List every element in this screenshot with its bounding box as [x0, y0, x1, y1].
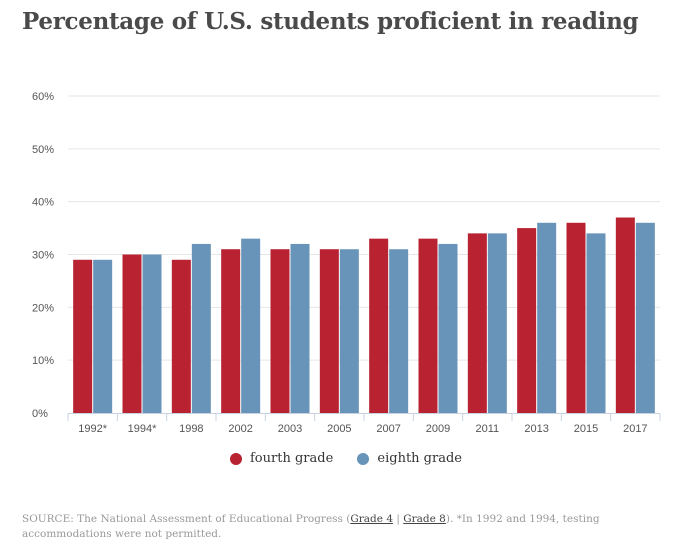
y-tick-label: 50% [32, 144, 54, 156]
bar-fourth-grade [566, 222, 586, 413]
y-tick-label: 20% [32, 302, 54, 314]
grade-8-link[interactable]: Grade 8 [403, 513, 446, 525]
x-tick-label: 2003 [278, 423, 302, 435]
x-tick-label: 2009 [426, 423, 450, 435]
bar-fourth-grade [615, 217, 635, 413]
x-tick-label: 2011 [476, 423, 500, 435]
bar-fourth-grade [467, 233, 487, 413]
legend-label: fourth grade [250, 451, 334, 466]
bar-fourth-grade [319, 249, 339, 413]
source-prefix: SOURCE: The National Assessment of Educa… [22, 513, 351, 525]
chart-title: Percentage of U.S. students proficient i… [22, 8, 639, 35]
bar-fourth-grade [221, 249, 241, 413]
bar-eighth-grade [339, 249, 359, 413]
bar-eighth-grade [635, 222, 655, 413]
bar-eighth-grade [389, 249, 409, 413]
source-separator: | [393, 513, 404, 525]
bar-fourth-grade [369, 238, 389, 413]
y-tick-label: 40% [32, 197, 54, 209]
legend: fourth grade eighth grade [0, 451, 692, 469]
x-tick-label: 1998 [179, 423, 203, 435]
bar-fourth-grade [270, 249, 290, 413]
bar-eighth-grade [537, 222, 557, 413]
bar-fourth-grade [418, 238, 438, 413]
bar-eighth-grade [438, 243, 458, 413]
x-tick-label: 2007 [376, 423, 400, 435]
x-tick-label: 2005 [327, 423, 351, 435]
grade-4-link[interactable]: Grade 4 [350, 513, 394, 525]
x-tick-label: 1994* [128, 423, 157, 435]
x-tick-label: 2017 [623, 423, 647, 435]
y-tick-label: 10% [32, 355, 54, 367]
bar-fourth-grade [171, 259, 191, 413]
bar-eighth-grade [142, 254, 162, 413]
y-tick-label: 0% [32, 408, 48, 420]
bar-fourth-grade [517, 228, 537, 413]
x-tick-label: 2002 [228, 423, 252, 435]
bar-eighth-grade [586, 233, 606, 413]
bar-eighth-grade [241, 238, 261, 413]
fourth-grade-swatch [230, 452, 242, 465]
x-tick-label: 2013 [524, 423, 548, 435]
legend-item-eighth-grade[interactable]: eighth grade [357, 451, 462, 466]
eighth-grade-swatch [357, 452, 370, 465]
legend-item-fourth-grade[interactable]: fourth grade [230, 451, 333, 466]
source-note: SOURCE: The National Assessment of Educa… [22, 512, 672, 542]
bar-fourth-grade [122, 254, 142, 413]
bar-eighth-grade [487, 233, 507, 413]
legend-label: eighth grade [377, 451, 462, 466]
bar-fourth-grade [73, 259, 93, 413]
source-suffix: ). *In 1992 and 1994, testing accommodat… [22, 513, 600, 540]
x-tick-label: 1992* [78, 423, 107, 435]
y-tick-label: 60% [32, 91, 54, 103]
y-tick-label: 30% [32, 250, 54, 262]
bar-eighth-grade [93, 259, 113, 413]
bar-eighth-grade [290, 243, 310, 413]
bar-chart: 0% 10% 20% 30% 40% 50% 60% 1992* 1994* 1998 2002 20… [32, 91, 661, 435]
x-tick-label: 2015 [574, 423, 598, 435]
bar-eighth-grade [191, 243, 211, 413]
